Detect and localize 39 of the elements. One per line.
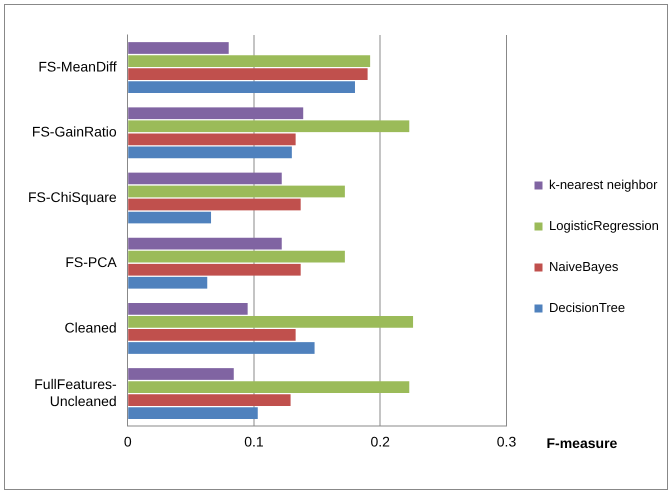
bar — [128, 381, 410, 393]
x-tick-label: 0.1 — [244, 433, 264, 450]
bar — [128, 133, 296, 146]
bar — [128, 212, 212, 224]
x-tick-label: 0.3 — [496, 433, 516, 450]
legend-label: NaiveBayes — [549, 259, 619, 274]
y-tick-label: FS-PCA — [65, 254, 118, 270]
bar — [128, 146, 292, 158]
y-tick-label: Cleaned — [64, 319, 117, 336]
x-tick-label: 0.2 — [370, 433, 390, 450]
bar — [128, 276, 208, 289]
bar — [128, 42, 229, 54]
bar — [128, 407, 258, 420]
legend-label: LogisticRegression — [549, 218, 659, 234]
y-tick-label: FullFeatures-Uncleaned — [34, 376, 118, 409]
y-tick-label: FS-GainRatio — [32, 124, 117, 140]
bar — [128, 329, 296, 341]
bar — [128, 198, 301, 210]
bar — [128, 264, 301, 276]
legend-label: k-nearest neighbor — [549, 177, 658, 192]
x-tick-label: 0 — [124, 433, 132, 450]
bar — [128, 238, 282, 250]
bar — [128, 186, 345, 198]
bar — [128, 55, 370, 67]
y-tick-label: FS-ChiSquare — [28, 188, 117, 205]
bar — [128, 394, 291, 406]
legend-label: DecisionTree — [549, 300, 626, 316]
bar — [128, 107, 304, 120]
bar — [128, 368, 234, 380]
y-tick-label: FS-MeanDiff — [38, 58, 117, 74]
bar — [128, 68, 368, 80]
bar — [128, 316, 414, 328]
bar — [128, 302, 248, 315]
bar — [128, 172, 282, 184]
bar — [128, 81, 355, 94]
x-axis-title: F-measure — [546, 435, 618, 452]
bar — [128, 250, 345, 263]
bar — [128, 120, 410, 132]
bar — [128, 342, 315, 354]
